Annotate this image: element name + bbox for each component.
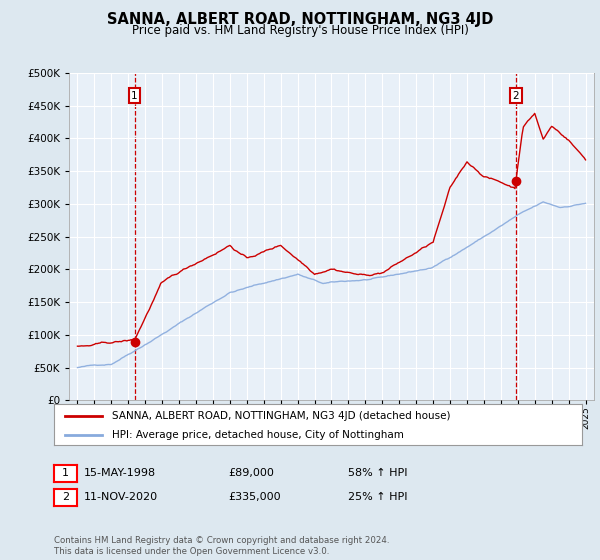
Text: 15-MAY-1998: 15-MAY-1998 [84, 468, 156, 478]
Text: £335,000: £335,000 [228, 492, 281, 502]
Text: Price paid vs. HM Land Registry's House Price Index (HPI): Price paid vs. HM Land Registry's House … [131, 24, 469, 36]
Text: SANNA, ALBERT ROAD, NOTTINGHAM, NG3 4JD: SANNA, ALBERT ROAD, NOTTINGHAM, NG3 4JD [107, 12, 493, 27]
Text: Contains HM Land Registry data © Crown copyright and database right 2024.
This d: Contains HM Land Registry data © Crown c… [54, 536, 389, 556]
Text: £89,000: £89,000 [228, 468, 274, 478]
Text: 1: 1 [62, 468, 69, 478]
Text: 58% ↑ HPI: 58% ↑ HPI [348, 468, 407, 478]
Text: 2: 2 [512, 91, 519, 101]
Text: SANNA, ALBERT ROAD, NOTTINGHAM, NG3 4JD (detached house): SANNA, ALBERT ROAD, NOTTINGHAM, NG3 4JD … [112, 411, 451, 421]
Text: 11-NOV-2020: 11-NOV-2020 [84, 492, 158, 502]
Text: 25% ↑ HPI: 25% ↑ HPI [348, 492, 407, 502]
Text: 1: 1 [131, 91, 138, 101]
Text: HPI: Average price, detached house, City of Nottingham: HPI: Average price, detached house, City… [112, 430, 404, 440]
Text: 2: 2 [62, 492, 69, 502]
